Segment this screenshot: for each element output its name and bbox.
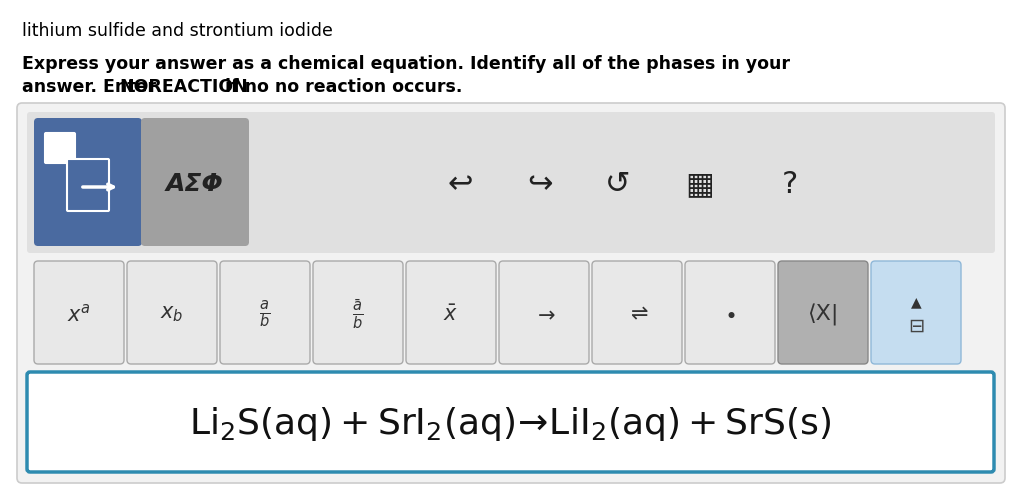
Text: $\bullet$: $\bullet$ — [724, 304, 736, 325]
Text: answer. Enter: answer. Enter — [22, 78, 162, 96]
FancyBboxPatch shape — [220, 261, 310, 364]
Text: ?: ? — [782, 170, 798, 199]
FancyBboxPatch shape — [27, 112, 995, 253]
Text: $\bar{x}$: $\bar{x}$ — [443, 304, 459, 325]
FancyBboxPatch shape — [406, 261, 496, 364]
FancyBboxPatch shape — [592, 261, 682, 364]
Text: ▦: ▦ — [685, 170, 715, 199]
FancyBboxPatch shape — [871, 261, 961, 364]
FancyBboxPatch shape — [127, 261, 217, 364]
Text: $\mathrm{Li_2S(aq) + SrI_2(aq)\!\rightarrow\!LiI_2(aq) + SrS(s)}$: $\mathrm{Li_2S(aq) + SrI_2(aq)\!\rightar… — [189, 405, 831, 443]
Text: Express your answer as a chemical equation. Identify all of the phases in your: Express your answer as a chemical equati… — [22, 55, 790, 73]
Text: $\rightleftharpoons$: $\rightleftharpoons$ — [626, 304, 648, 325]
Text: $x^a$: $x^a$ — [67, 303, 91, 326]
Text: ▲: ▲ — [910, 296, 922, 309]
Text: ΑΣΦ: ΑΣΦ — [166, 172, 224, 196]
FancyBboxPatch shape — [67, 159, 109, 211]
Text: $x_b$: $x_b$ — [161, 304, 183, 325]
FancyBboxPatch shape — [313, 261, 403, 364]
FancyBboxPatch shape — [499, 261, 589, 364]
Text: ↪: ↪ — [527, 170, 553, 199]
Text: lithium sulfide and strontium iodide: lithium sulfide and strontium iodide — [22, 22, 333, 40]
FancyBboxPatch shape — [17, 103, 1005, 483]
Text: $\rightarrow$: $\rightarrow$ — [532, 304, 555, 325]
Text: ↩: ↩ — [447, 170, 473, 199]
FancyBboxPatch shape — [45, 133, 75, 163]
Text: if no no reaction occurs.: if no no reaction occurs. — [219, 78, 463, 96]
Text: $\frac{a}{b}$: $\frac{a}{b}$ — [259, 299, 270, 330]
Text: NOREACTION: NOREACTION — [119, 78, 248, 96]
Text: ⊟: ⊟ — [908, 317, 925, 336]
FancyBboxPatch shape — [141, 118, 249, 246]
FancyBboxPatch shape — [778, 261, 868, 364]
Text: ⟨X|: ⟨X| — [807, 303, 839, 326]
FancyBboxPatch shape — [34, 261, 124, 364]
FancyBboxPatch shape — [685, 261, 775, 364]
Text: $\frac{\bar{a}}{b}$: $\frac{\bar{a}}{b}$ — [352, 298, 364, 331]
FancyBboxPatch shape — [34, 118, 142, 246]
FancyBboxPatch shape — [27, 372, 994, 472]
Text: ↺: ↺ — [605, 170, 631, 199]
